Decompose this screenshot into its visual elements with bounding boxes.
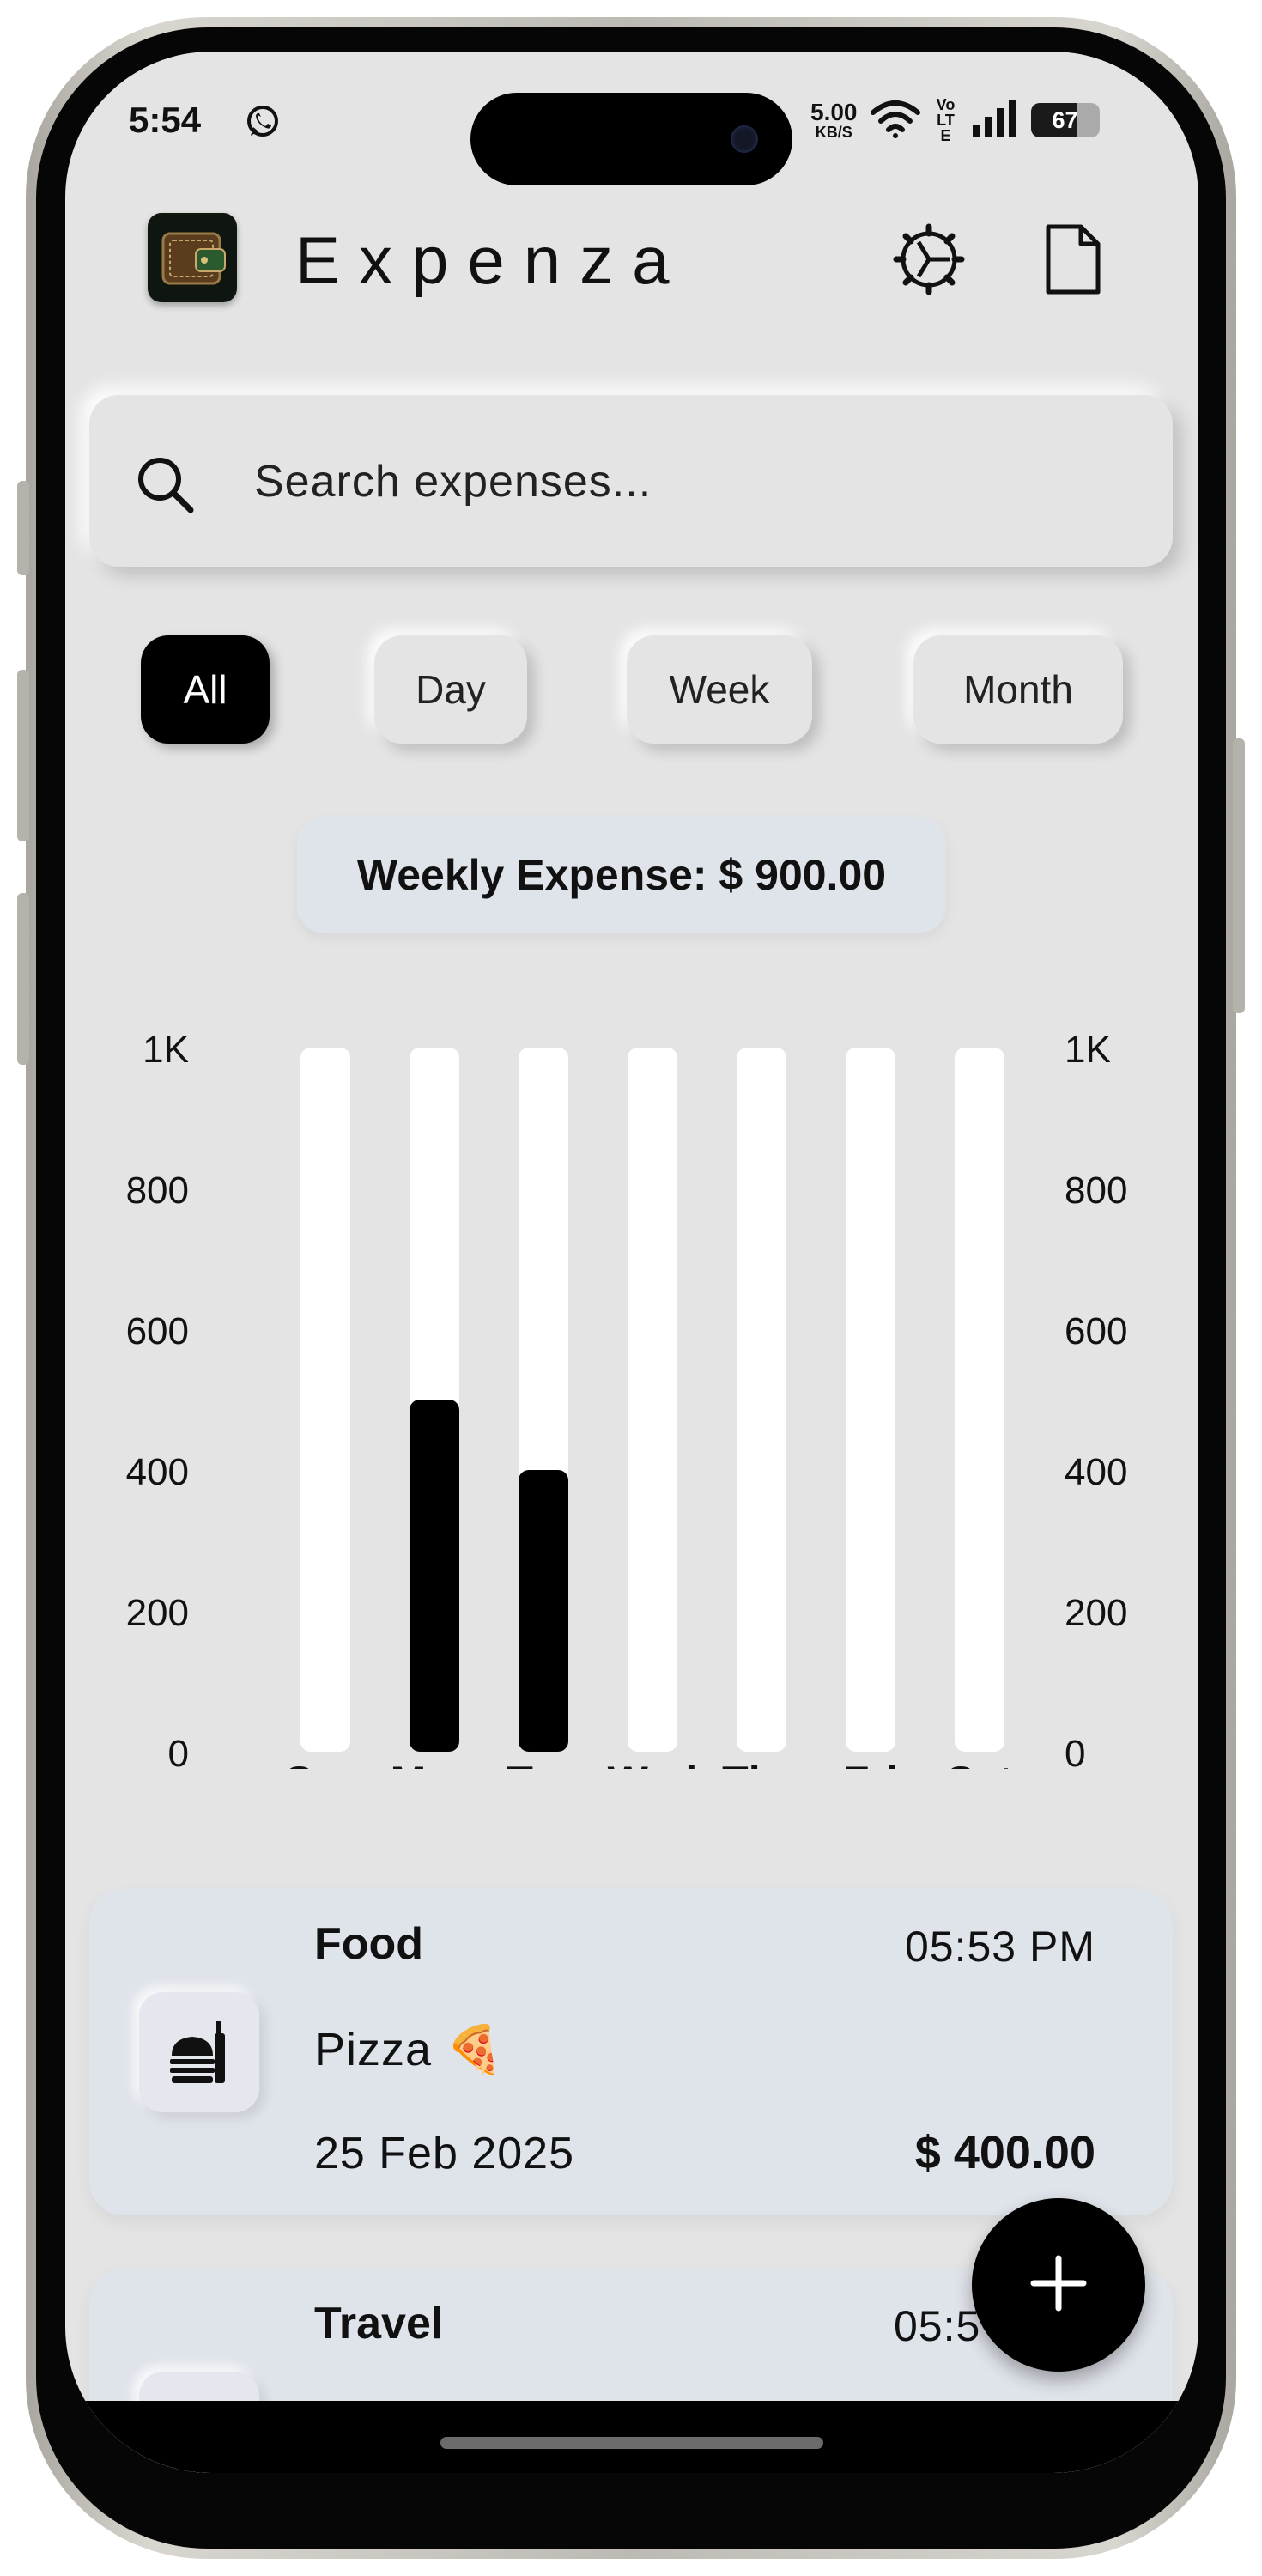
- filter-tabs: All Day Week Month: [65, 635, 1198, 747]
- side-button: [17, 670, 29, 841]
- plus-icon: [1028, 2253, 1089, 2318]
- bar-track: [846, 1048, 895, 1752]
- side-button: [17, 481, 29, 575]
- wallet-logo-icon: [148, 213, 237, 302]
- bar-mon: [410, 1400, 459, 1752]
- x-tick-label: Wed: [608, 1758, 698, 1769]
- network-speed: 5.00 KB/S: [810, 99, 858, 141]
- x-tick-label: Thu: [722, 1758, 801, 1769]
- y-tick-label-right: 200: [1065, 1592, 1127, 1634]
- bar-track: [300, 1048, 350, 1752]
- app-header: Expenza: [65, 206, 1198, 318]
- home-indicator[interactable]: [440, 2437, 823, 2449]
- y-tick-label-left: 200: [126, 1592, 189, 1634]
- y-tick-label-right: 400: [1065, 1451, 1127, 1493]
- expense-description: Pizza 🍕: [314, 2024, 505, 2075]
- export-file-button[interactable]: [1030, 218, 1116, 304]
- bar-track: [737, 1048, 786, 1752]
- x-tick-label: Fri: [843, 1758, 898, 1769]
- expense-amount: $ 400.00: [914, 2127, 1095, 2178]
- side-button: [1233, 738, 1245, 1013]
- y-tick-label-left: 800: [126, 1170, 189, 1212]
- weekly-expense-summary: Weekly Expense: $ 900.00: [297, 817, 946, 933]
- status-time: 5:54: [129, 100, 202, 140]
- y-tick-label-left: 0: [168, 1733, 189, 1769]
- battery-icon: 67: [1030, 103, 1100, 137]
- filter-month[interactable]: Month: [913, 635, 1123, 744]
- food-icon: [139, 1992, 259, 2112]
- expense-category: Food: [314, 1919, 424, 1969]
- add-expense-button[interactable]: [972, 2198, 1145, 2372]
- gear-icon: [893, 223, 965, 300]
- net-speed-value: 5.00: [810, 99, 858, 125]
- expense-time: 05:5: [894, 2302, 981, 2350]
- expense-category: Travel: [314, 2299, 444, 2348]
- search-input[interactable]: [252, 395, 1132, 568]
- search-bar[interactable]: [89, 395, 1173, 568]
- expense-date: 25 Feb 2025: [314, 2129, 575, 2178]
- document-icon: [1043, 223, 1103, 300]
- y-tick-label-right: 600: [1065, 1310, 1127, 1352]
- app-screen: 5:54 5.00 KB/S Vo LTE 67: [65, 52, 1198, 2473]
- filter-week[interactable]: Week: [627, 635, 812, 744]
- y-tick-label-left: 1K: [143, 1029, 189, 1071]
- settings-button[interactable]: [886, 218, 972, 304]
- x-tick-label: Sun: [285, 1758, 366, 1769]
- bar-track: [955, 1048, 1004, 1752]
- expense-time: 05:53 PM: [904, 1923, 1095, 1971]
- y-tick-label-right: 1K: [1065, 1029, 1111, 1071]
- y-tick-label-right: 800: [1065, 1170, 1127, 1212]
- whatsapp-icon: [244, 103, 282, 145]
- dynamic-island: [470, 93, 792, 185]
- bar-tue: [519, 1470, 568, 1752]
- signal-icon: [971, 99, 1019, 142]
- search-icon: [132, 452, 197, 521]
- status-icons: 5.00 KB/S Vo LTE 67: [810, 96, 1100, 144]
- expense-card-food[interactable]: Food 05:53 PM Pizza 🍕 25 Feb 2025 $ 400.…: [89, 1889, 1173, 2215]
- app-title: Expenza: [295, 222, 689, 298]
- chart-canvas: Sun Mon Tue Wed Thu Fri Sat 0 0 200 200 400 400 600 60…: [126, 1029, 1128, 1769]
- y-tick-label-right: 0: [1065, 1733, 1085, 1769]
- net-speed-unit: KB/S: [815, 124, 852, 141]
- volte-icon: Vo LTE: [936, 96, 956, 144]
- filter-all[interactable]: All: [141, 635, 270, 744]
- status-bar: 5:54 5.00 KB/S Vo LTE 67: [65, 52, 1198, 189]
- weekly-bar-chart: Sun Mon Tue Wed Thu Fri Sat 0 0 200 200 400 400 600 60…: [65, 945, 1198, 1769]
- wifi-icon: [870, 99, 921, 143]
- x-tick-label: Sat: [946, 1758, 1013, 1769]
- filter-day[interactable]: Day: [374, 635, 527, 744]
- y-tick-label-left: 400: [126, 1451, 189, 1493]
- x-tick-label: Mon: [391, 1758, 479, 1769]
- y-tick-label-left: 600: [126, 1310, 189, 1352]
- front-camera: [731, 125, 758, 153]
- x-tick-label: Tue: [507, 1758, 579, 1769]
- bar-track: [628, 1048, 677, 1752]
- side-button: [17, 893, 29, 1065]
